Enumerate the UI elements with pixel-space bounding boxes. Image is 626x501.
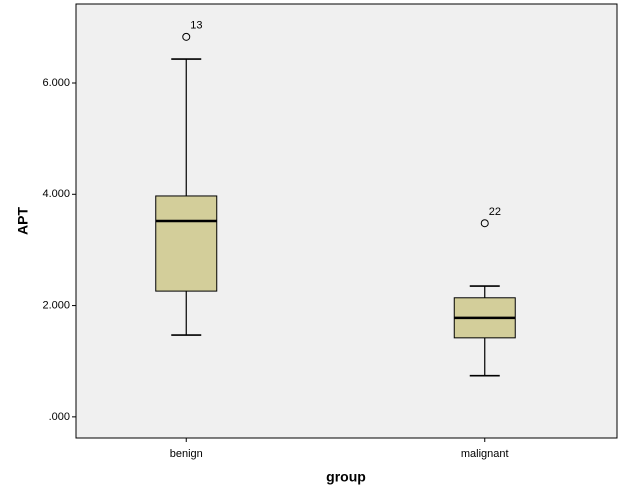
outlier [182,32,191,41]
y-tick-label: .000 [49,411,70,423]
y-axis-title: APT [15,207,31,235]
x-tick-label: malignant [461,448,509,460]
outlier [480,219,489,228]
outlier-label: 13 [190,20,202,32]
outlier-label: 22 [489,206,501,218]
box [155,195,218,292]
y-tick-label: 2.000 [42,299,70,311]
x-axis-title: group [326,469,366,485]
y-tick-label: 4.000 [42,188,70,200]
x-tick-label: benign [170,448,203,460]
y-tick-label: 6.000 [42,77,70,89]
